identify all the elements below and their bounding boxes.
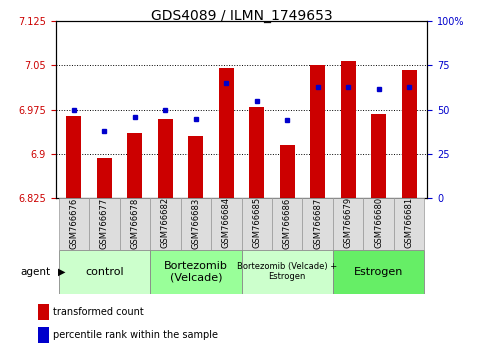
Bar	[58, 198, 89, 250]
Bar	[127, 133, 142, 198]
Bar	[242, 198, 272, 250]
Bar	[310, 65, 326, 198]
Text: ▶: ▶	[58, 267, 66, 277]
Text: percentile rank within the sample: percentile rank within the sample	[53, 330, 218, 340]
Text: GSM766685: GSM766685	[252, 197, 261, 249]
Bar	[120, 198, 150, 250]
Text: Bortezomib (Velcade) +
Estrogen: Bortezomib (Velcade) + Estrogen	[237, 262, 337, 281]
Text: control: control	[85, 267, 124, 277]
Text: GSM766680: GSM766680	[374, 197, 383, 249]
Bar	[272, 198, 302, 250]
Bar	[150, 250, 242, 294]
Bar	[249, 107, 264, 198]
Bar	[363, 198, 394, 250]
Bar	[58, 250, 150, 294]
Bar	[157, 119, 173, 198]
Bar	[188, 136, 203, 198]
Text: GSM766677: GSM766677	[100, 197, 109, 249]
Bar	[38, 327, 49, 343]
Text: GSM766687: GSM766687	[313, 197, 322, 249]
Text: agent: agent	[21, 267, 51, 277]
Text: GSM766683: GSM766683	[191, 197, 200, 249]
Text: GSM766678: GSM766678	[130, 197, 139, 249]
Text: GSM766684: GSM766684	[222, 197, 231, 249]
Bar	[211, 198, 242, 250]
Bar	[181, 198, 211, 250]
Text: GSM766681: GSM766681	[405, 197, 413, 249]
Bar	[219, 68, 234, 198]
Bar	[66, 116, 82, 198]
Text: GSM766686: GSM766686	[283, 197, 292, 249]
Bar	[341, 61, 356, 198]
Bar	[150, 198, 181, 250]
Text: GDS4089 / ILMN_1749653: GDS4089 / ILMN_1749653	[151, 9, 332, 23]
Text: GSM766679: GSM766679	[344, 197, 353, 249]
Bar	[394, 198, 425, 250]
Text: GSM766676: GSM766676	[70, 197, 78, 249]
Bar	[371, 114, 386, 198]
Bar	[333, 250, 425, 294]
Bar	[89, 198, 120, 250]
Bar	[333, 198, 363, 250]
Bar	[302, 198, 333, 250]
Bar	[280, 145, 295, 198]
Text: Estrogen: Estrogen	[354, 267, 403, 277]
Bar	[401, 70, 417, 198]
Text: transformed count: transformed count	[53, 307, 143, 317]
Bar	[97, 158, 112, 198]
Text: Bortezomib
(Velcade): Bortezomib (Velcade)	[164, 261, 227, 282]
Bar	[242, 250, 333, 294]
Bar	[38, 304, 49, 320]
Text: GSM766682: GSM766682	[161, 197, 170, 249]
